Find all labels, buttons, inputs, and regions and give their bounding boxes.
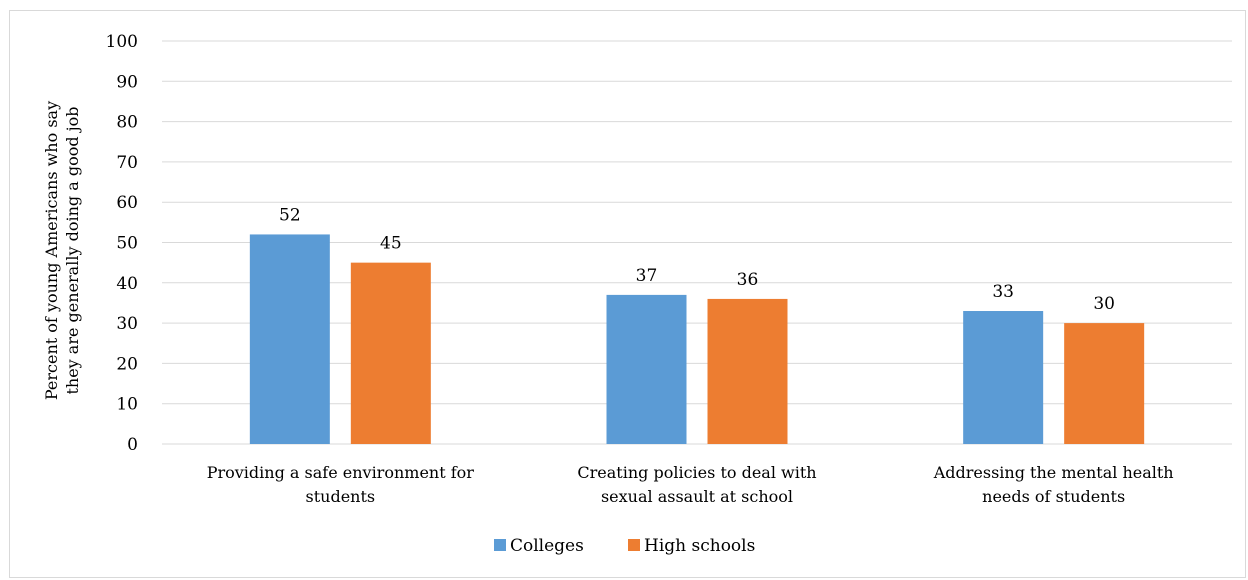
y-tick-label: 70 xyxy=(116,153,138,173)
y-axis-title-line: Percent of young Americans who say xyxy=(42,101,61,400)
y-tick-label: 90 xyxy=(116,72,138,92)
x-category-label: needs of students xyxy=(982,487,1125,506)
legend: Colleges High schools xyxy=(494,536,755,556)
data-label: 52 xyxy=(279,205,301,225)
y-tick-label: 30 xyxy=(116,314,138,334)
data-label: 36 xyxy=(737,270,759,290)
data-label: 37 xyxy=(636,266,658,286)
y-tick-label: 50 xyxy=(116,234,138,254)
y-tick-label: 20 xyxy=(116,354,138,374)
x-category-label: students xyxy=(306,487,376,506)
y-axis-title-line: they are generally doing a good job xyxy=(63,106,82,394)
x-axis-categories: Providing a safe environment for students… xyxy=(207,463,1174,506)
chart-frame xyxy=(9,10,1246,578)
legend-swatch xyxy=(628,539,640,551)
bar-colleges xyxy=(249,234,330,444)
legend-swatch xyxy=(494,539,506,551)
data-label: 30 xyxy=(1093,294,1115,314)
bar-high-schools xyxy=(350,262,431,444)
data-label: 45 xyxy=(380,234,402,254)
y-axis-ticks: 0 10 20 30 40 50 60 70 80 90 100 xyxy=(106,32,138,455)
bar-colleges xyxy=(606,294,687,444)
y-axis-title: Percent of young Americans who say they a… xyxy=(42,101,82,400)
x-category-label: Providing a safe environment for xyxy=(207,463,475,482)
bars xyxy=(249,234,1145,444)
data-labels: 52 45 37 36 33 30 xyxy=(279,205,1115,314)
gridlines xyxy=(162,40,1232,445)
y-tick-label: 60 xyxy=(116,193,138,213)
bar-high-schools xyxy=(707,298,788,444)
y-tick-label: 40 xyxy=(116,274,138,294)
legend-label: Colleges xyxy=(510,536,584,556)
bar-high-schools xyxy=(1064,323,1145,444)
x-category-label: Addressing the mental health xyxy=(933,463,1174,482)
bar-colleges xyxy=(963,311,1044,444)
y-tick-label: 80 xyxy=(116,113,138,133)
x-category-label: sexual assault at school xyxy=(601,487,793,506)
y-tick-label: 10 xyxy=(116,395,138,415)
x-category-label: Creating policies to deal with xyxy=(577,463,816,482)
y-tick-label: 100 xyxy=(106,32,138,52)
data-label: 33 xyxy=(992,282,1014,302)
legend-label: High schools xyxy=(644,536,755,556)
y-tick-label: 0 xyxy=(127,435,138,455)
